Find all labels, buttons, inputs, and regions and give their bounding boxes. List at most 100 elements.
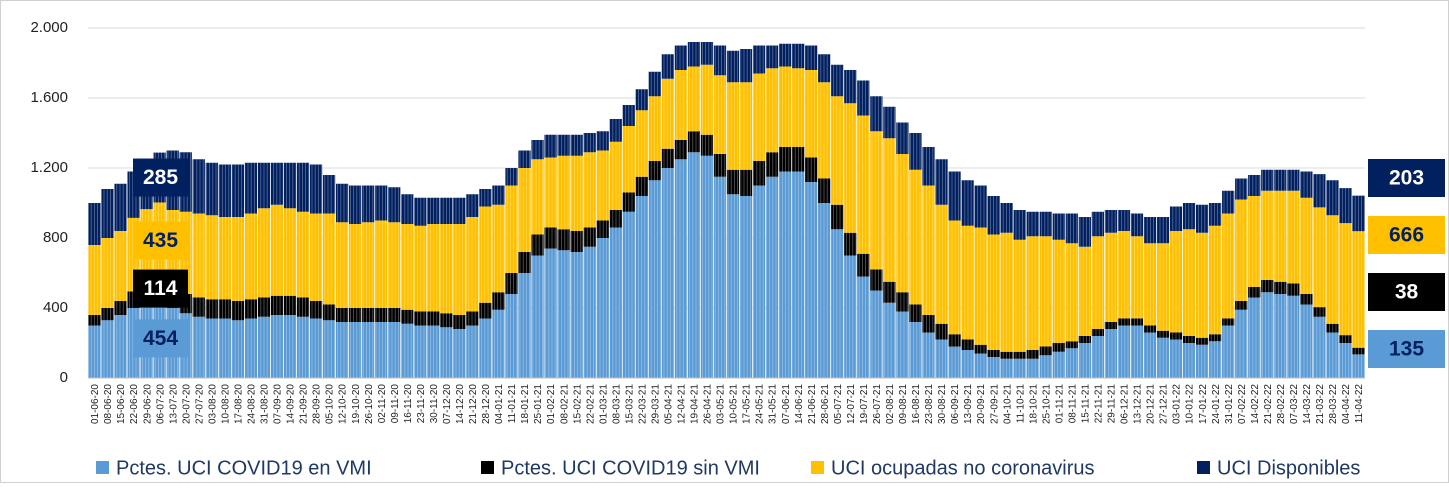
bar-segment [622, 105, 635, 126]
bar-segment [779, 66, 792, 147]
bar-segment [1013, 351, 1026, 359]
bar-segment [1209, 203, 1222, 226]
bar-segment [1013, 358, 1026, 378]
bar-segment [1052, 239, 1065, 343]
bar-segment [935, 204, 948, 324]
bar-segment [609, 210, 622, 228]
bar-segment [296, 297, 310, 317]
bar-segment [1248, 287, 1261, 298]
bar-segment [948, 346, 961, 378]
bar-segment [909, 169, 922, 305]
bar-segment [857, 276, 870, 378]
bar-segment [1130, 318, 1144, 326]
x-tick-label: 15-02-21 [572, 384, 583, 424]
bar-segment [1026, 211, 1039, 237]
bar-segment [1352, 354, 1365, 378]
x-tick-label: 19-04-21 [690, 384, 701, 424]
x-tick-label: 15-11-21 [1080, 384, 1091, 424]
bar-segment [283, 295, 297, 315]
x-tick-label: 19-10-20 [351, 384, 362, 424]
x-tick-label: 06-07-20 [155, 384, 166, 424]
bar-segment [296, 211, 310, 298]
x-tick-label: 21-12-20 [468, 384, 479, 424]
bar-segment [388, 187, 401, 223]
value-label: 203 [1389, 167, 1424, 190]
bar-segment [713, 154, 727, 177]
bar-segment [1248, 196, 1261, 287]
bar-segment [779, 171, 792, 378]
bar-segment [622, 126, 635, 193]
bar-segment [1209, 341, 1222, 378]
x-tick-label: 02-08-21 [885, 384, 896, 424]
bar-segment [596, 150, 609, 221]
bar-segment [792, 68, 805, 147]
bar-segment [896, 122, 909, 154]
bar-segment [1326, 180, 1339, 216]
x-tick-label: 04-04-22 [1341, 384, 1352, 424]
bar-segment [1222, 213, 1235, 319]
bar-segment [1026, 350, 1039, 359]
bar-segment [1000, 358, 1013, 378]
bar-segment [805, 157, 818, 182]
x-tick-label: 21-09-20 [299, 384, 310, 424]
bar-segment [557, 250, 570, 378]
bar-segment [1169, 231, 1183, 333]
bar-segment [257, 316, 271, 378]
bar-segment [1013, 210, 1026, 240]
bar-segment [270, 295, 284, 315]
legend-label: UCI Disponibles [1217, 457, 1360, 479]
bar-segment [1352, 195, 1365, 232]
bar-segment [752, 185, 766, 378]
y-tick-label: 2.000 [30, 19, 68, 36]
bar-segment [909, 322, 922, 378]
bar-segment [557, 134, 570, 156]
bar-segment [1026, 358, 1039, 378]
x-tick-label: 04-10-21 [1002, 384, 1013, 424]
bar-segment [909, 133, 922, 170]
x-tick-label: 25-01-21 [533, 384, 544, 424]
bar-segment [440, 224, 453, 314]
value-label: 435 [143, 229, 178, 252]
x-tick-label: 17-05-21 [742, 384, 753, 424]
bar-segment [1274, 281, 1287, 294]
x-tick-label: 26-10-20 [364, 384, 375, 424]
bar-segment [1235, 309, 1248, 378]
bar-segment [700, 42, 714, 65]
bar-segment [401, 323, 414, 378]
x-tick-label: 06-09-21 [950, 384, 961, 424]
bar-segment [349, 185, 362, 224]
bar-segment [1039, 355, 1052, 378]
bar-segment [961, 225, 974, 340]
bar-segment [453, 329, 466, 378]
bar-segment [1339, 335, 1352, 343]
value-label-box [133, 269, 188, 308]
x-tick-label: 14-09-20 [286, 384, 297, 424]
x-tick-label: 28-02-22 [1276, 384, 1287, 424]
bar-segment [870, 290, 883, 378]
bar-segment [349, 322, 362, 378]
bar-segment [583, 246, 596, 378]
bar-segment [362, 322, 375, 378]
bar-segment [1248, 297, 1261, 378]
bar-segment [531, 234, 544, 256]
bar-segment [283, 315, 297, 378]
x-tick-label: 14-03-22 [1302, 384, 1313, 424]
bar-segment [1065, 341, 1078, 349]
bar-segment [596, 220, 609, 238]
bar-segment [948, 334, 961, 347]
bar-segment [101, 238, 114, 308]
legend-label: UCI ocupadas no coronavirus [831, 457, 1094, 479]
x-tick-label: 13-07-20 [168, 384, 179, 424]
bar-segment [1039, 346, 1052, 356]
bar-segment [1039, 211, 1052, 237]
value-labels: 454 114 435 285 135 38 666 203 [133, 158, 1445, 368]
bar-segment [635, 176, 648, 196]
bar-segment [1182, 343, 1196, 378]
bar-segment [1091, 336, 1104, 378]
bar-segment [739, 49, 753, 83]
bar-segment [466, 311, 479, 326]
bar-segment [218, 299, 231, 319]
bar-segment [1117, 318, 1131, 326]
x-tick-label: 24-05-21 [755, 384, 766, 424]
